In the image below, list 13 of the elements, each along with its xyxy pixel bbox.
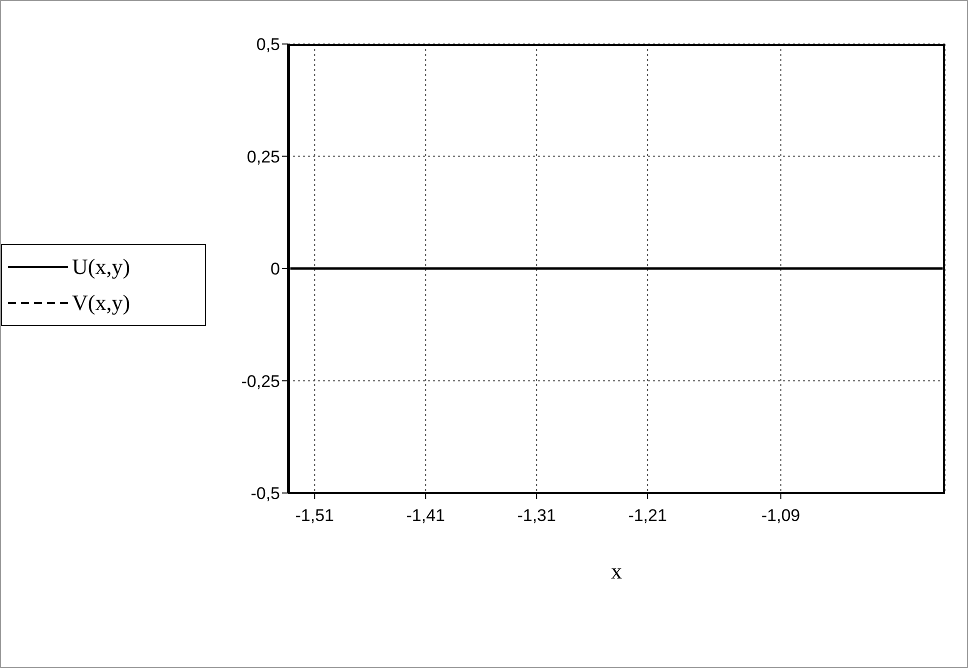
y-tick-label: -0,25 xyxy=(241,372,280,391)
y-tick-label: 0 xyxy=(270,260,280,279)
x-tick-label: -1,51 xyxy=(295,506,334,526)
x-tick-label: -1,21 xyxy=(628,506,667,526)
x-axis-title: x xyxy=(611,558,622,584)
y-tick-label: -0,5 xyxy=(250,484,280,504)
legend-label: U(x,y) xyxy=(72,254,130,280)
x-tick-label: -1,41 xyxy=(406,506,445,526)
y-tick-label: 0,25 xyxy=(246,147,280,166)
legend-label: V(x,y) xyxy=(72,290,130,316)
x-tick-label: -1,09 xyxy=(761,506,800,526)
y-tick-label: 0,5 xyxy=(256,35,280,54)
x-tick-label: -1,31 xyxy=(517,506,556,526)
